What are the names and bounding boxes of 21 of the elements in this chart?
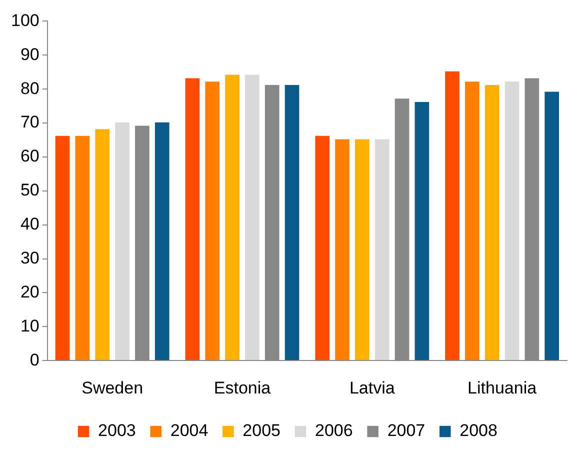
x-tick-label: Lithuania (468, 378, 538, 398)
x-tick-label: Sweden (82, 378, 144, 398)
y-tick-label: 10 (20, 316, 40, 336)
y-tick-label: 80 (20, 78, 40, 98)
legend-label: 2007 (387, 421, 426, 440)
y-tick-label: 70 (20, 112, 40, 132)
legend-label: 2006 (315, 421, 353, 440)
y-tick-label: 100 (10, 10, 40, 30)
x-tick-label: Estonia (214, 378, 272, 398)
y-tick-label: 20 (20, 282, 40, 302)
y-tick-label: 30 (20, 248, 40, 268)
legend-label: 2005 (242, 421, 281, 440)
y-tick-label: 90 (20, 44, 40, 64)
y-tick-label: 60 (20, 146, 40, 166)
y-tick-label: 0 (30, 350, 40, 370)
y-tick-label: 50 (20, 180, 40, 200)
legend-label: 2003 (98, 421, 136, 440)
x-tick-label: Latvia (349, 378, 396, 398)
legend-label: 2008 (460, 421, 498, 440)
legend-label: 2004 (170, 421, 208, 440)
y-tick-label: 40 (20, 214, 40, 234)
